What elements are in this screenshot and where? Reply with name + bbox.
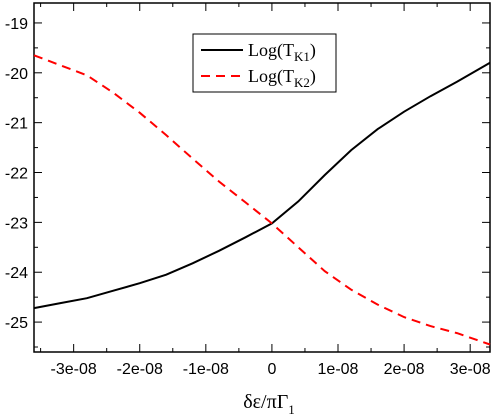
series-layer: [33, 54, 491, 346]
x-tick-label: -2e-08: [117, 361, 163, 378]
y-tick-label: -23: [5, 215, 28, 232]
y-tick-label: -20: [5, 66, 28, 83]
series-line-k2: [33, 54, 491, 346]
legend-box: [192, 33, 337, 93]
y-tick-label: -22: [5, 166, 28, 183]
x-tick-label: 1e-08: [318, 361, 359, 378]
y-tick-label: -24: [5, 265, 28, 282]
x-tick-label: 2e-08: [384, 361, 425, 378]
legend: Log(TK1) Log(TK2): [192, 33, 337, 93]
x-axis-title: δε/πΓ1: [243, 391, 295, 417]
legend-label-tk1: Log(TK1): [248, 40, 316, 64]
axis-tick-labels: -3e-08 -2e-08 -1e-08 0 1e-08 2e-08 3e-08 -19 -20…: [5, 16, 491, 378]
y-tick-label: -21: [5, 116, 28, 133]
legend-label-tk2: Log(TK2): [248, 66, 316, 90]
x-tick-label: 0: [267, 361, 276, 378]
x-tick-label: -3e-08: [51, 361, 97, 378]
series-line-k1: [33, 61, 491, 310]
y-tick-label: -25: [5, 315, 28, 332]
axis-ticks: [34, 3, 490, 352]
x-tick-label: -1e-08: [183, 361, 229, 378]
x-tick-label: 3e-08: [450, 361, 491, 378]
plot-frame: [33, 2, 491, 353]
y-tick-label: -19: [5, 16, 28, 33]
